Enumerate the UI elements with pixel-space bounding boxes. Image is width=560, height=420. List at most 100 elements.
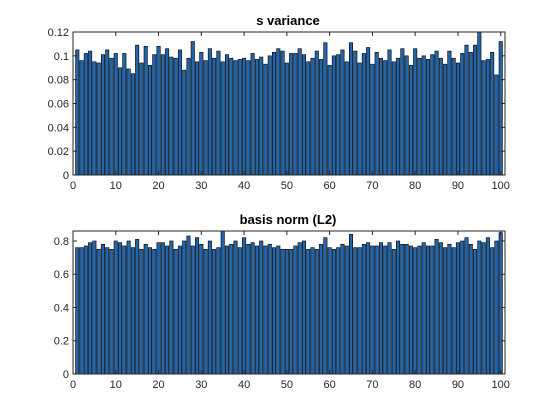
bar [349, 234, 354, 375]
bar [396, 240, 401, 375]
bar [139, 62, 144, 176]
bar [289, 248, 294, 375]
chart-title: basis norm (L2) [240, 212, 337, 227]
bar [434, 50, 439, 176]
bar [490, 247, 495, 375]
bar [455, 242, 460, 375]
bar [408, 245, 413, 375]
bar [297, 48, 302, 176]
bar [143, 244, 148, 375]
bar [387, 49, 392, 176]
bar [113, 240, 118, 375]
bar [280, 50, 285, 176]
bar [447, 244, 452, 375]
bar [169, 56, 174, 176]
x-tick-label: 0 [70, 379, 76, 391]
bar [92, 61, 97, 176]
bar [464, 237, 469, 375]
bar [169, 240, 174, 375]
chart-title: s variance [256, 13, 320, 28]
y-tick-label: 0 [63, 369, 69, 381]
bar [306, 61, 311, 176]
bar [165, 48, 170, 176]
bar [160, 54, 165, 176]
bar [237, 59, 242, 176]
bar [464, 44, 469, 176]
tick-group: 0 10 20 30 40 50 60 70 80 90 100 0 0.2 0.4 0.6 0.8 [54, 231, 510, 391]
y-tick-label: 0.12 [48, 27, 69, 39]
tick-group: 0 10 20 30 40 50 60 70 80 90 100 0 0.02 0.04 0.06 0.08 0… [48, 27, 510, 192]
bar [485, 59, 490, 176]
y-tick-label: 0.8 [54, 236, 69, 248]
bar [404, 55, 409, 176]
bar [451, 247, 456, 375]
x-tick-label: 100 [492, 180, 510, 192]
bar [323, 42, 328, 176]
x-tick-label: 70 [366, 180, 378, 192]
bar [79, 60, 84, 176]
bar [88, 50, 93, 176]
bar [340, 49, 345, 176]
bar [109, 248, 114, 375]
bar [182, 240, 187, 375]
bar [135, 239, 140, 375]
bar [190, 245, 195, 375]
x-tick-label: 70 [366, 379, 378, 391]
bar [96, 248, 101, 375]
bar-group [75, 230, 503, 375]
bar [438, 242, 443, 375]
bar [139, 248, 144, 375]
bar [263, 245, 268, 375]
bar [118, 67, 123, 176]
x-tick-label: 50 [281, 379, 293, 391]
bar [135, 44, 140, 176]
bar [297, 242, 302, 375]
bar [203, 60, 208, 176]
bar [100, 244, 105, 375]
bar [177, 245, 182, 375]
bar [122, 245, 127, 375]
bar [122, 53, 127, 176]
bar [199, 51, 204, 176]
x-tick-label: 100 [492, 379, 510, 391]
bar [310, 247, 315, 375]
bar [224, 245, 229, 375]
bar [455, 62, 460, 176]
bar [477, 240, 482, 375]
axes-box [72, 31, 506, 176]
x-tick-label: 60 [324, 180, 336, 192]
bar [284, 62, 289, 176]
bar [75, 49, 80, 176]
bar [246, 60, 251, 176]
x-tick-label: 80 [409, 180, 421, 192]
bar [361, 53, 366, 176]
bar [203, 248, 208, 375]
bar [190, 41, 195, 176]
bar [310, 57, 315, 176]
bar [396, 57, 401, 176]
bar [229, 244, 234, 375]
bar [344, 61, 349, 176]
bar [314, 248, 319, 375]
bar [83, 53, 88, 176]
bar [425, 245, 431, 375]
bar [366, 47, 371, 176]
bar [237, 247, 242, 375]
bar [83, 245, 88, 375]
bar [421, 55, 426, 176]
bar [301, 240, 306, 375]
chart-panel-s-variance: s variance 0 10 20 30 40 50 60 70 80 90 100 0 0.02 0.… [48, 13, 510, 192]
bar [207, 240, 212, 375]
bar [293, 53, 298, 176]
bar [331, 55, 336, 176]
bar [438, 57, 443, 176]
bar [79, 247, 84, 375]
bar [160, 242, 165, 375]
bar [250, 242, 255, 375]
bar [391, 61, 396, 176]
bar [207, 48, 212, 176]
bar [118, 242, 123, 375]
bar [353, 247, 358, 375]
y-tick-label: 0.06 [48, 99, 69, 111]
